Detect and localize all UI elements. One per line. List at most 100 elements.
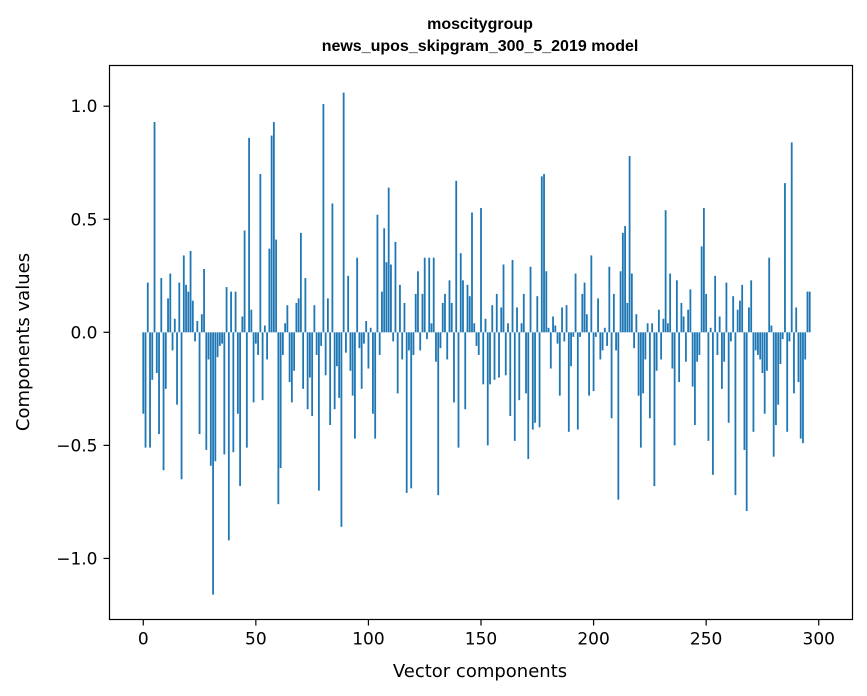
bar-185 — [558, 332, 561, 396]
y-tick-label: 0.5 — [70, 210, 97, 230]
bar-251 — [707, 332, 710, 441]
bar-137 — [450, 302, 453, 333]
bar-50 — [254, 332, 257, 344]
bar-74 — [308, 332, 311, 378]
bar-36 — [223, 332, 226, 455]
bar-6 — [155, 332, 158, 374]
bar-41 — [234, 291, 237, 333]
bar-194 — [579, 332, 581, 337]
bar-159 — [500, 307, 503, 333]
bar-195 — [581, 293, 584, 333]
bar-121 — [414, 293, 417, 333]
bar-127 — [428, 257, 431, 333]
bar-218 — [633, 332, 636, 349]
bar-142 — [462, 280, 464, 333]
bar-214 — [624, 226, 626, 333]
bar-85 — [333, 332, 336, 410]
bar-112 — [394, 241, 397, 333]
bar-282 — [777, 332, 780, 405]
bar-28 — [205, 332, 208, 450]
bar-108 — [385, 262, 388, 333]
bar-130 — [435, 332, 437, 362]
bar-275 — [761, 332, 764, 374]
bar-66 — [290, 332, 293, 403]
bar-122 — [417, 271, 419, 333]
bar-212 — [619, 271, 622, 333]
bar-149 — [477, 332, 480, 355]
bar-180 — [547, 327, 550, 333]
y-axis-label: Components values — [13, 253, 34, 431]
bar-70 — [299, 232, 302, 333]
bar-228 — [655, 332, 658, 371]
bar-54 — [263, 325, 266, 333]
bar-247 — [698, 332, 701, 355]
bar-99 — [365, 321, 368, 333]
bar-286 — [786, 332, 789, 432]
bar-129 — [432, 257, 435, 333]
bar-171 — [527, 332, 530, 459]
bar-192 — [574, 273, 577, 333]
bar-1 — [144, 332, 147, 448]
bar-8 — [160, 278, 163, 333]
bar-293 — [802, 332, 804, 444]
bar-270 — [750, 280, 753, 333]
bar-285 — [784, 183, 786, 333]
bar-227 — [653, 332, 656, 487]
bar-250 — [705, 293, 708, 333]
bar-238 — [678, 332, 681, 383]
bar-57 — [270, 135, 273, 333]
bar-176 — [538, 332, 541, 428]
bar-244 — [691, 332, 694, 387]
bar-259 — [725, 282, 728, 333]
bar-86 — [336, 332, 338, 367]
bar-5 — [153, 122, 156, 333]
bar-162 — [507, 323, 509, 333]
bar-52 — [259, 174, 262, 333]
bar-265 — [739, 300, 741, 333]
bar-146 — [471, 212, 473, 333]
x-tick-label: 200 — [577, 630, 609, 650]
bar-136 — [448, 280, 451, 333]
bar-95 — [356, 257, 359, 333]
bar-253 — [712, 332, 714, 475]
bar-236 — [673, 332, 676, 446]
bar-20 — [187, 291, 190, 333]
bar-51 — [257, 332, 260, 355]
bar-264 — [736, 309, 739, 333]
bar-240 — [682, 316, 685, 333]
bar-207 — [608, 266, 611, 333]
bar-39 — [230, 291, 232, 333]
bar-72 — [304, 278, 307, 333]
bar-34 — [218, 332, 221, 346]
bar-81 — [324, 332, 327, 376]
bar-77 — [315, 332, 318, 355]
bar-198 — [588, 332, 590, 396]
bar-98 — [363, 332, 365, 344]
bar-25 — [198, 332, 201, 435]
bar-62 — [281, 332, 284, 355]
bar-30 — [209, 332, 212, 466]
bar-117 — [405, 332, 408, 493]
bar-249 — [702, 207, 705, 333]
bar-145 — [468, 296, 471, 333]
bar-163 — [509, 332, 512, 416]
bar-148 — [475, 332, 478, 346]
bar-291 — [797, 332, 800, 383]
bar-96 — [358, 332, 361, 349]
bar-190 — [570, 332, 572, 367]
bar-83 — [329, 332, 332, 426]
bar-229 — [657, 309, 660, 333]
bar-91 — [347, 275, 350, 333]
bar-2 — [146, 282, 149, 333]
x-tick-label: 150 — [465, 630, 497, 650]
bar-169 — [522, 293, 525, 333]
bar-187 — [563, 332, 566, 342]
bar-153 — [486, 332, 489, 446]
bar-235 — [671, 332, 674, 369]
bar-15 — [176, 332, 178, 405]
bar-119 — [410, 332, 413, 489]
bar-82 — [326, 298, 329, 333]
bar-23 — [194, 332, 196, 342]
bar-257 — [721, 332, 723, 389]
bar-267 — [743, 332, 746, 450]
